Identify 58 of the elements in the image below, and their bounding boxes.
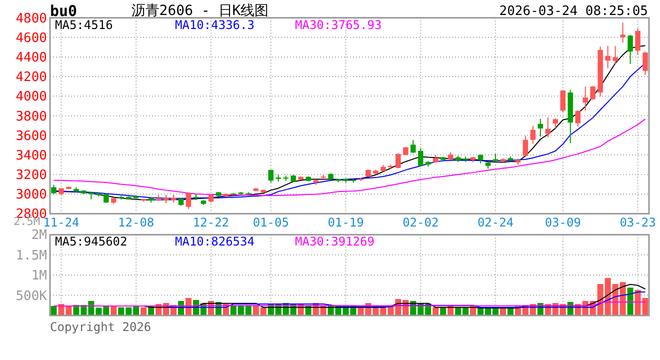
y-tick-label: 4000 xyxy=(16,90,47,105)
y-tick-label: 2M xyxy=(31,228,48,244)
y-tick-label: 3200 xyxy=(16,168,47,184)
y-tick-label: 3800 xyxy=(16,109,47,124)
text: MA30:3765.93 xyxy=(295,18,382,32)
y-tick-label: 4400 xyxy=(16,50,47,66)
x-tick-label: 02-02 xyxy=(402,216,439,230)
candlestick xyxy=(186,192,192,210)
y-tick-label: 3400 xyxy=(16,148,47,164)
chart-title: 沥青2606 - 日K线图 xyxy=(131,3,269,19)
x-tick-label: 12-08 xyxy=(118,216,154,230)
candlestick xyxy=(560,90,566,114)
bar xyxy=(110,306,117,316)
text: 2.5M xyxy=(14,215,40,228)
y-tick-label: 4800 xyxy=(16,11,47,26)
text: MA10:4336.3 xyxy=(175,18,254,32)
candlestick xyxy=(104,193,109,204)
candlestick xyxy=(612,45,618,64)
candlestick xyxy=(582,86,588,112)
text: Copyright 2026 xyxy=(50,320,152,334)
y-tick-label: 4600 xyxy=(16,30,47,46)
candlestick xyxy=(605,45,610,69)
text: MA5:945602 xyxy=(55,234,128,249)
candlestick xyxy=(575,110,580,128)
candlestick xyxy=(590,85,596,100)
x-tick-label: 03-23 xyxy=(620,216,656,230)
bar xyxy=(627,288,634,316)
candlestick xyxy=(552,118,558,129)
text: MA10:826534 xyxy=(175,234,254,249)
y-tick-label: 4200 xyxy=(16,70,47,86)
x-tick-label: 02-24 xyxy=(477,216,514,230)
x-tick-label: 03-09 xyxy=(544,216,581,230)
candlestick xyxy=(51,184,56,194)
candlestick xyxy=(620,22,626,44)
y-tick-label: 1M xyxy=(31,268,48,284)
annotation: bu0 xyxy=(50,2,78,20)
candlestick xyxy=(628,34,633,64)
y-tick-label: 3000 xyxy=(16,188,47,203)
candlestick xyxy=(268,169,274,184)
y-tick-label: 1.5M xyxy=(16,248,48,264)
candlestick xyxy=(410,139,416,154)
candlestick xyxy=(522,135,528,157)
y-tick-label: 500K xyxy=(16,288,48,304)
candlestick xyxy=(530,125,536,144)
candlestick xyxy=(538,118,544,138)
y-tick-label: 3600 xyxy=(16,128,47,144)
candlestick xyxy=(642,51,648,76)
bar xyxy=(140,307,147,316)
text: MA5:4516 xyxy=(55,18,113,32)
candlestick xyxy=(396,152,401,169)
x-tick-label: 01-19 xyxy=(328,216,364,230)
x-tick-label: 12-22 xyxy=(192,216,230,230)
text: MA30:391269 xyxy=(295,234,374,249)
candlestick xyxy=(418,148,424,168)
candlestick xyxy=(635,28,640,56)
x-tick-label: 01-05 xyxy=(252,216,289,230)
candlestick xyxy=(545,116,551,138)
annotation: 2026-03-24 08:25:05 xyxy=(499,4,648,19)
